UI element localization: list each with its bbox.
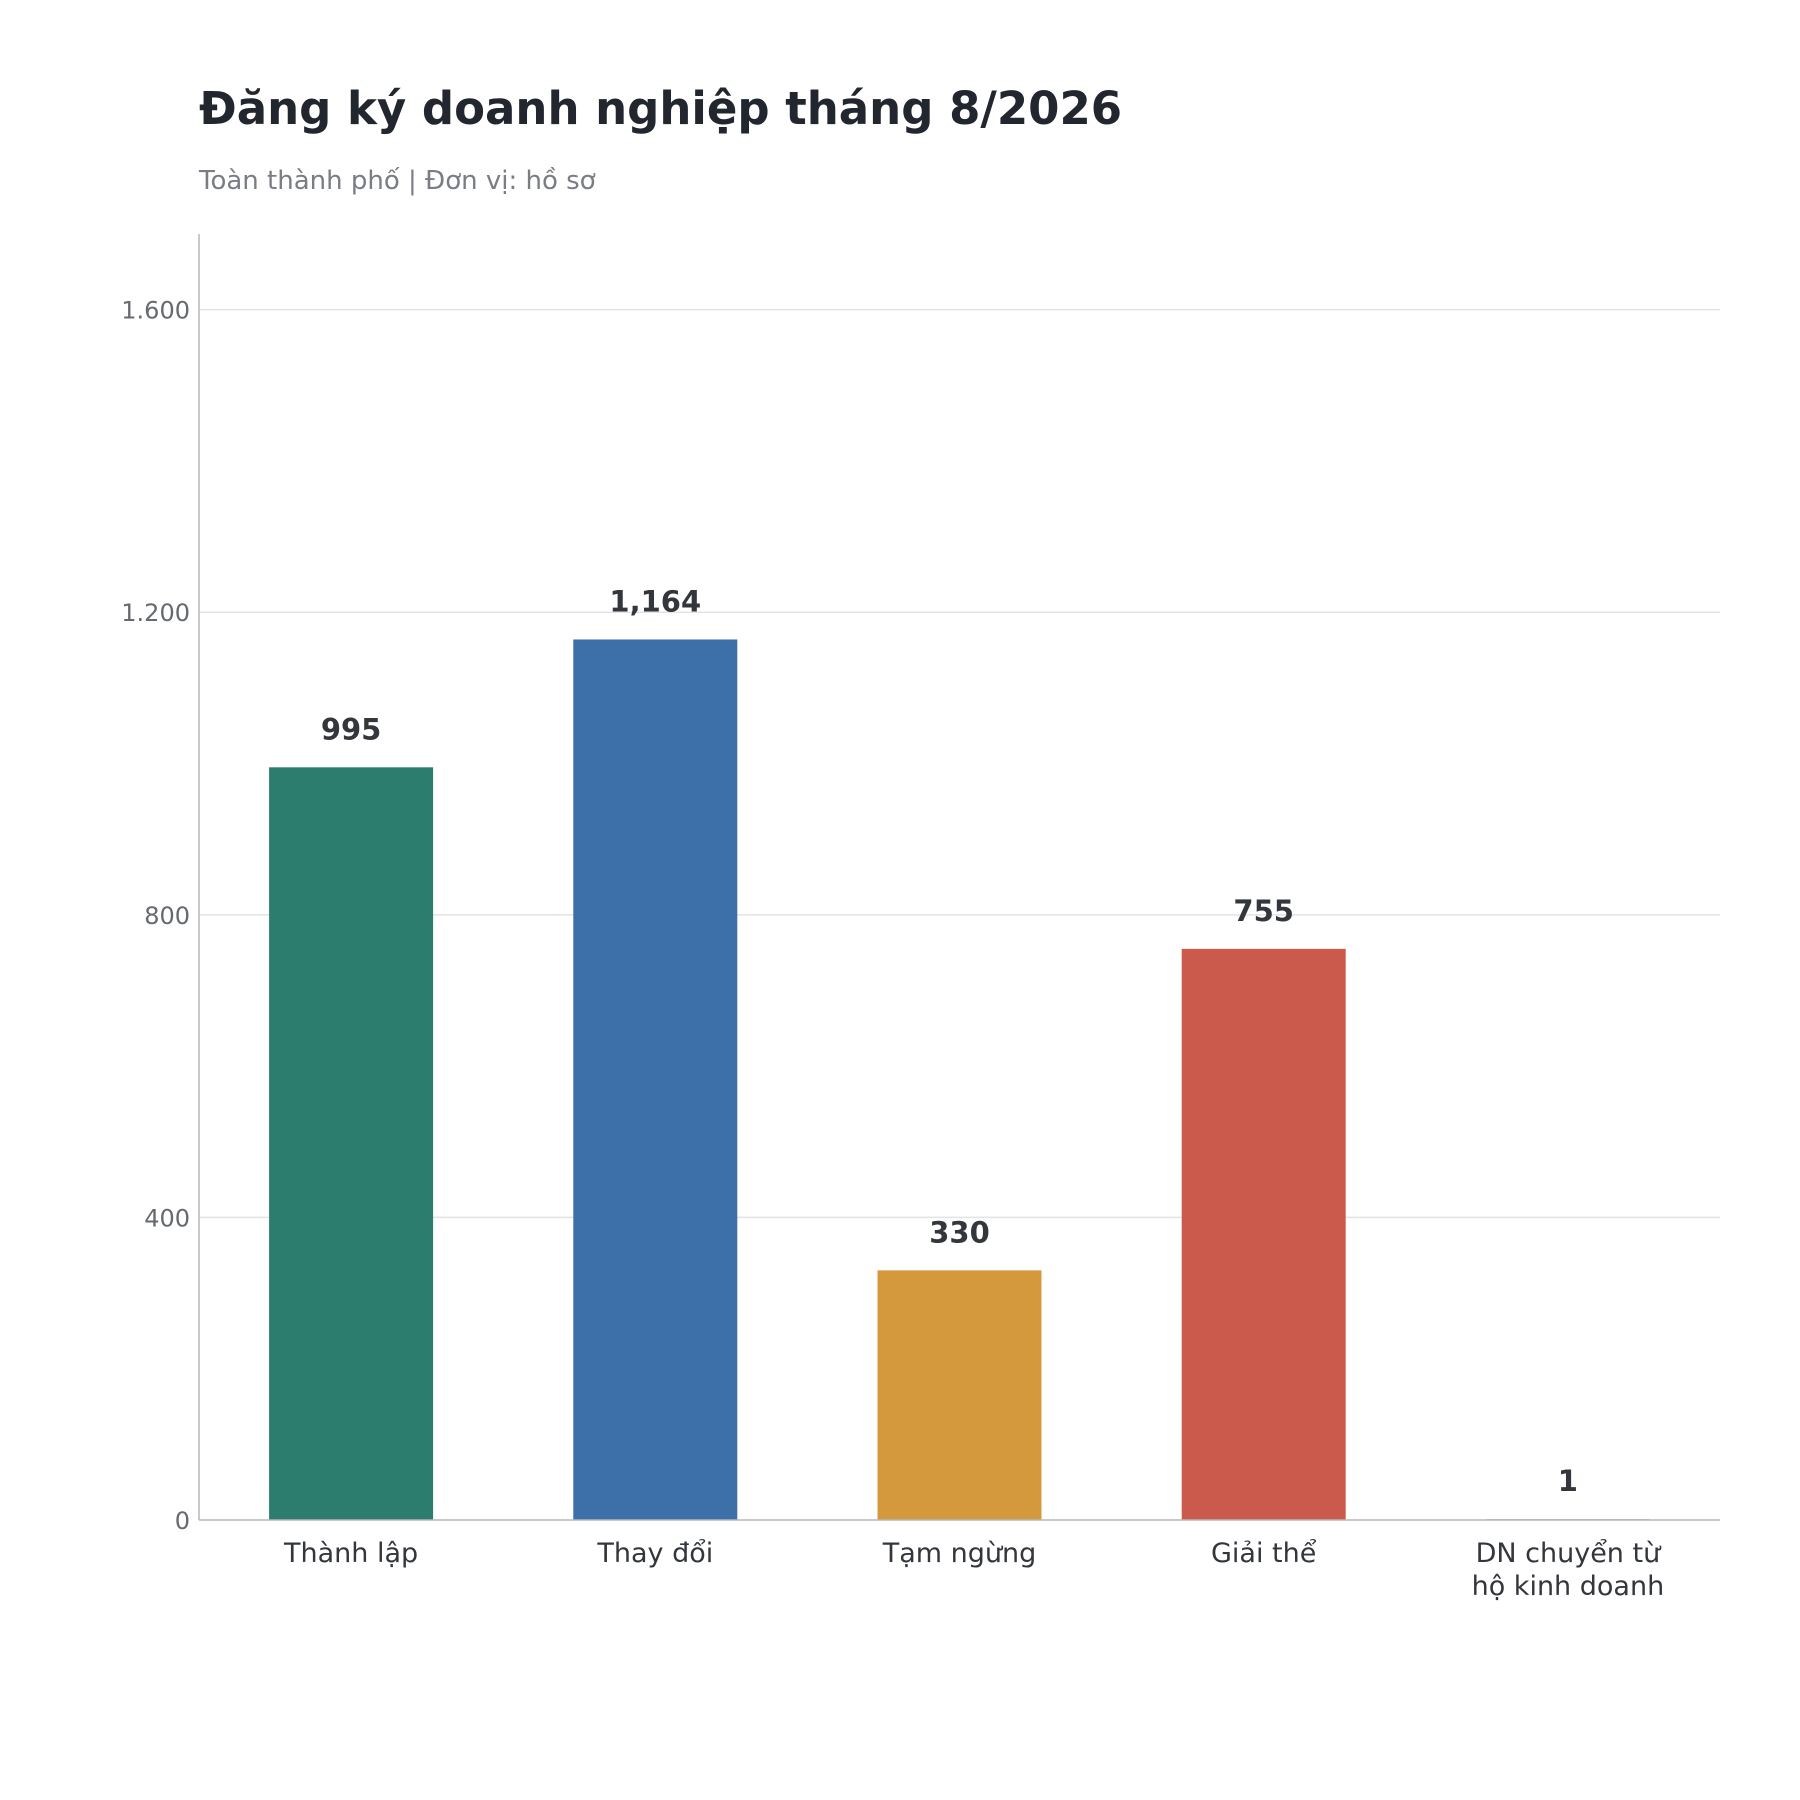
labels: 0 400 800 1.200 1.600 995 Thành lập 1,164 Thay đ… bbox=[121, 297, 1664, 1602]
axes bbox=[198, 234, 1720, 1521]
y-tick-label: 0 bbox=[175, 1507, 190, 1535]
chart-subtitle: Toàn thành phố | Đơn vị: hồ sơ bbox=[199, 166, 596, 196]
category-label: Thay đổi bbox=[596, 1538, 713, 1569]
value-label: 1 bbox=[1558, 1464, 1578, 1498]
category-label: DN chuyển từ hộ kinh doanh bbox=[1472, 1538, 1665, 1602]
gridlines bbox=[199, 308, 1720, 1219]
category-label: Tạm ngừng bbox=[882, 1538, 1037, 1569]
category-label: Giải thể bbox=[1211, 1538, 1317, 1569]
value-label: 1,164 bbox=[609, 584, 701, 618]
y-tick-label: 1.600 bbox=[121, 297, 190, 325]
value-label: 755 bbox=[1233, 894, 1294, 928]
y-tick-label: 800 bbox=[144, 902, 190, 930]
bar bbox=[269, 767, 434, 1520]
bar bbox=[877, 1270, 1042, 1520]
y-tick-label: 1.200 bbox=[121, 599, 190, 627]
category-label: Thành lập bbox=[283, 1538, 418, 1569]
bar bbox=[573, 639, 738, 1520]
y-tick-label: 400 bbox=[144, 1204, 190, 1232]
chart-title: Đăng ký doanh nghiệp tháng 8/2026 bbox=[199, 82, 1123, 135]
bar bbox=[1181, 948, 1346, 1520]
value-label: 330 bbox=[929, 1215, 990, 1249]
value-label: 995 bbox=[321, 712, 382, 746]
bars bbox=[269, 639, 1650, 1521]
